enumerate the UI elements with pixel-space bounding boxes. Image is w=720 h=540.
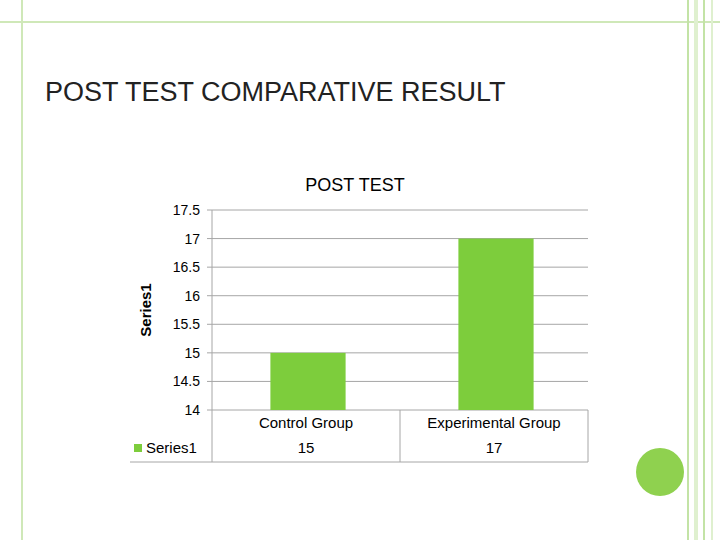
frame-line <box>711 0 713 540</box>
y-tick-label: 14.5 <box>173 373 200 389</box>
y-tick-label: 16.5 <box>173 259 200 275</box>
frame-line <box>0 21 720 23</box>
table-border <box>130 462 588 463</box>
y-tick-label: 16 <box>184 288 200 304</box>
data-table <box>130 410 588 462</box>
frame-line <box>703 0 705 540</box>
bar <box>458 239 533 410</box>
y-tick-label: 17 <box>184 231 200 247</box>
bar <box>270 353 345 410</box>
legend-label: Series1 <box>146 439 197 456</box>
tick-mark <box>207 410 212 411</box>
legend-swatch <box>134 444 142 452</box>
frame-line <box>21 0 23 540</box>
slide-title: POST TEST COMPARATIVE RESULT <box>45 77 506 107</box>
tick-mark <box>207 210 212 211</box>
tick-mark <box>207 381 212 382</box>
slide: POST TEST COMPARATIVE RESULT POST TEST 14 1… <box>0 0 720 540</box>
decor-circle <box>636 448 684 496</box>
grid <box>207 210 588 410</box>
tick-mark <box>207 352 212 353</box>
slide-decoration <box>0 0 720 540</box>
table-value: 17 <box>486 439 503 456</box>
y-tick-label: 15.5 <box>173 316 200 332</box>
tick-mark <box>207 324 212 325</box>
table-border <box>400 410 401 462</box>
y-tick-label: 14 <box>184 402 200 418</box>
y-tick-label: 15 <box>184 345 200 361</box>
table-border <box>588 410 589 462</box>
y-tick-label: 17.5 <box>173 202 200 218</box>
tick-mark <box>207 267 212 268</box>
y-axis-label: Series1 <box>137 283 154 336</box>
x-tick-label: Experimental Group <box>427 414 560 431</box>
y-axis-line <box>212 210 213 410</box>
table-value: 15 <box>298 439 315 456</box>
frame-line <box>694 0 698 540</box>
chart-title: POST TEST <box>305 175 404 195</box>
tick-mark <box>207 295 212 296</box>
tick-mark <box>207 238 212 239</box>
bars <box>270 239 533 410</box>
frame-line <box>687 0 689 540</box>
table-border <box>212 410 213 462</box>
grid-line <box>212 210 588 211</box>
x-tick-label: Control Group <box>259 414 353 431</box>
